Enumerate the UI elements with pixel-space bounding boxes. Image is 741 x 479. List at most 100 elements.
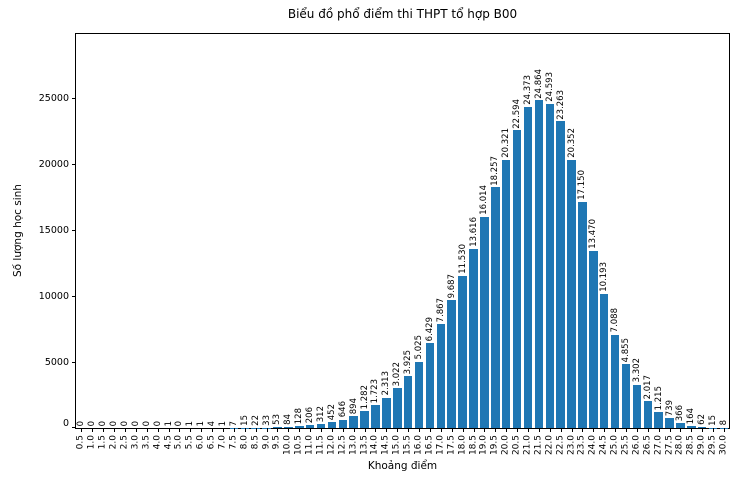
x-tick-label: 4.0 (152, 435, 163, 450)
bar-slot: 206 11.0 (305, 34, 316, 455)
x-tick-label: 24.0 (587, 435, 598, 456)
x-tick-label: 1.5 (97, 435, 108, 450)
x-tick-mark (549, 428, 551, 432)
bar-value-label: 1.282 (359, 384, 370, 410)
x-tick-label: 13.0 (348, 435, 359, 456)
x-tick-label: 2.0 (108, 435, 119, 450)
x-tick-label: 5.0 (173, 435, 184, 450)
bar-value-label: 1 (217, 420, 228, 426)
bar (665, 418, 674, 428)
x-tick-label: 30.0 (718, 435, 729, 456)
x-tick-mark (157, 428, 159, 432)
bar-value-label: 2.313 (381, 371, 392, 396)
y-tick-label: 20000 (38, 158, 69, 170)
x-tick-label: 18.5 (468, 435, 478, 456)
bar (501, 160, 511, 428)
bar (687, 425, 696, 428)
bar-value-label: 0 (152, 420, 163, 426)
bar-value-label: 9.687 (446, 274, 457, 299)
x-tick-label: 29.0 (696, 435, 707, 456)
bar-value-label: 0 (174, 420, 185, 426)
x-tick-label: 15.0 (391, 435, 402, 456)
x-tick-label: 3.5 (141, 435, 152, 450)
x-tick-label: 23.0 (566, 435, 577, 456)
bar-value-label: 15 (707, 414, 718, 426)
x-tick-label: 10.5 (293, 435, 304, 456)
x-tick-label: 5.5 (184, 435, 195, 450)
y-tick-label: 10000 (38, 290, 69, 302)
x-tick-label: 19.5 (489, 435, 500, 456)
bar-value-label: 366 (675, 404, 686, 422)
bar (316, 423, 326, 428)
bar-slot: 53 9.5 (272, 34, 283, 449)
bar-slot: 2.017 26.5 (642, 34, 653, 455)
x-tick-mark (288, 428, 290, 432)
x-tick-mark (364, 428, 366, 432)
x-tick-label: 17.5 (446, 435, 457, 456)
x-tick-mark (114, 428, 116, 432)
plot-area: 0 5000 10000 15000 20000 25000 0 0.5 0 1.0 0 1.5 0 2… (39, 33, 730, 456)
bar-value-label: 2.017 (642, 375, 653, 400)
x-tick-label: 14.0 (369, 435, 380, 456)
bar (425, 343, 435, 428)
x-tick-label: 9.0 (261, 435, 272, 450)
bar-slot: 0 2.5 (120, 34, 131, 450)
bar-slot: 33 9.0 (261, 34, 272, 450)
x-tick-label: 11.0 (304, 435, 315, 456)
bar-value-label: 894 (348, 398, 359, 415)
x-tick-mark (560, 428, 562, 432)
bar (512, 130, 522, 428)
bar-value-label: 128 (294, 408, 304, 425)
bar-value-label: 33 (261, 414, 272, 426)
x-tick-mark (636, 428, 638, 432)
x-tick-label: 20.5 (511, 435, 522, 456)
bar-value-label: 5.025 (413, 335, 424, 360)
x-tick-label: 16.5 (424, 435, 435, 456)
bar-slot: 22.594 20.5 (512, 34, 523, 456)
bar (610, 334, 620, 428)
bar-value-label: 739 (664, 400, 675, 417)
bar-slot: 13.470 24.0 (588, 34, 599, 455)
x-tick-label: 13.5 (359, 435, 370, 456)
x-tick-mark (233, 428, 235, 432)
x-axis-label: Khoảng điểm (367, 460, 438, 472)
bar-slot: 0 3.0 (130, 34, 141, 450)
bar-value-label: 6.429 (424, 316, 435, 342)
x-tick-mark (103, 428, 105, 432)
bar-value-label: 20.352 (566, 128, 577, 158)
bar-slot: 1 7.0 (217, 34, 229, 450)
x-tick-label: 28.5 (685, 435, 696, 456)
bar-value-label: 0 (141, 420, 152, 426)
bar (371, 405, 380, 428)
bar-slot: 1 4.5 (163, 34, 174, 450)
x-tick-mark (179, 428, 181, 432)
bar-value-label: 16.014 (479, 185, 490, 215)
bar-slot: 13.616 18.5 (468, 34, 479, 455)
bar-slot: 0 2.0 (109, 34, 120, 450)
y-tick-label: 25000 (38, 93, 69, 105)
x-tick-label: 6.0 (195, 435, 206, 450)
x-tick-mark (277, 428, 279, 432)
x-tick-mark (190, 428, 192, 432)
bar-slot: 366 28.0 (675, 34, 686, 455)
x-tick-label: 8.0 (239, 435, 250, 450)
bar (403, 376, 413, 428)
bar-value-label: 7 (228, 420, 239, 426)
x-tick-label: 8.5 (250, 435, 261, 450)
x-tick-mark (680, 428, 682, 432)
x-tick-mark (582, 428, 584, 432)
x-tick-mark (691, 428, 693, 432)
bar-slot: 3.022 15.0 (392, 34, 403, 455)
x-tick-mark (331, 428, 333, 432)
bar-value-label: 62 (696, 414, 707, 426)
bar-value-label: 1.215 (653, 385, 664, 410)
x-tick-mark (299, 428, 301, 432)
bar-slot: 646 12.5 (337, 34, 348, 455)
bar-slot: 1.282 13.5 (359, 34, 370, 455)
bar-value-label: 24.593 (544, 72, 555, 102)
x-tick-mark (310, 428, 312, 432)
bar-value-label: 4 (206, 420, 217, 426)
bar-slot: 1 5.5 (185, 34, 196, 450)
bar-slot: 9.687 17.5 (446, 34, 457, 455)
x-tick-mark (517, 428, 519, 432)
